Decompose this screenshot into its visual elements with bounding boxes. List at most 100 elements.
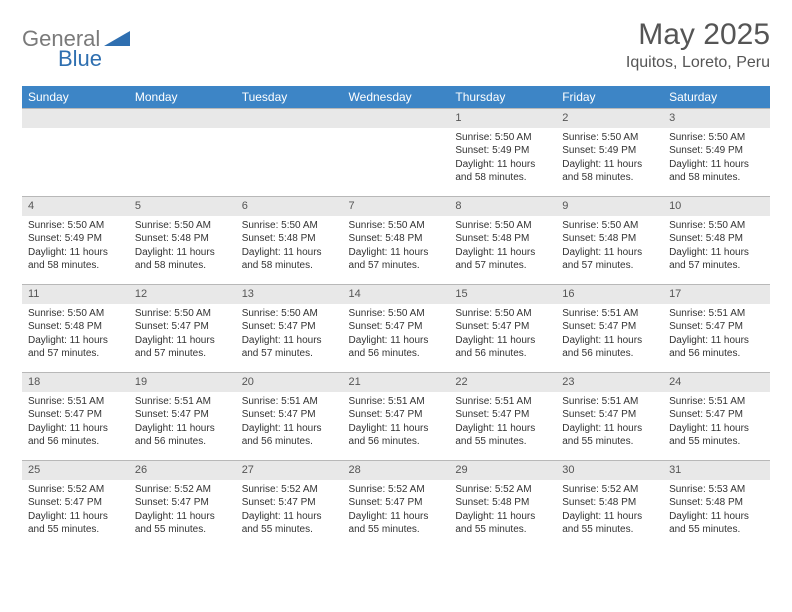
day-body: Sunrise: 5:50 AMSunset: 5:48 PMDaylight:… xyxy=(22,304,129,365)
calendar-cell xyxy=(129,108,236,196)
day-line-ss: Sunset: 5:47 PM xyxy=(28,408,123,422)
day-line-d1: Daylight: 11 hours xyxy=(455,334,550,348)
day-line-d2: and 56 minutes. xyxy=(562,347,657,361)
day-line-ss: Sunset: 5:47 PM xyxy=(242,320,337,334)
day-line-d2: and 56 minutes. xyxy=(669,347,764,361)
day-line-ss: Sunset: 5:48 PM xyxy=(135,232,230,246)
day-line-d1: Daylight: 11 hours xyxy=(349,510,444,524)
day-header: Sunday xyxy=(22,86,129,108)
day-number xyxy=(129,108,236,128)
day-line-d1: Daylight: 11 hours xyxy=(242,422,337,436)
calendar-cell: 5Sunrise: 5:50 AMSunset: 5:48 PMDaylight… xyxy=(129,196,236,284)
day-body xyxy=(236,128,343,188)
day-line-d1: Daylight: 11 hours xyxy=(242,246,337,260)
day-line-sr: Sunrise: 5:50 AM xyxy=(28,307,123,321)
day-number: 17 xyxy=(663,284,770,304)
day-line-sr: Sunrise: 5:50 AM xyxy=(455,219,550,233)
day-line-d2: and 55 minutes. xyxy=(562,523,657,537)
calendar-cell: 17Sunrise: 5:51 AMSunset: 5:47 PMDayligh… xyxy=(663,284,770,372)
day-line-d1: Daylight: 11 hours xyxy=(135,422,230,436)
day-line-ss: Sunset: 5:47 PM xyxy=(135,320,230,334)
day-line-sr: Sunrise: 5:50 AM xyxy=(242,307,337,321)
day-line-ss: Sunset: 5:47 PM xyxy=(242,408,337,422)
day-line-d2: and 58 minutes. xyxy=(669,171,764,185)
day-number: 27 xyxy=(236,460,343,480)
day-body: Sunrise: 5:52 AMSunset: 5:47 PMDaylight:… xyxy=(129,480,236,541)
day-line-ss: Sunset: 5:47 PM xyxy=(455,320,550,334)
calendar-cell xyxy=(343,108,450,196)
day-line-sr: Sunrise: 5:52 AM xyxy=(135,483,230,497)
day-line-ss: Sunset: 5:47 PM xyxy=(562,320,657,334)
day-line-d2: and 56 minutes. xyxy=(349,347,444,361)
day-body: Sunrise: 5:52 AMSunset: 5:47 PMDaylight:… xyxy=(236,480,343,541)
day-line-ss: Sunset: 5:48 PM xyxy=(455,496,550,510)
calendar-cell: 14Sunrise: 5:50 AMSunset: 5:47 PMDayligh… xyxy=(343,284,450,372)
day-line-d1: Daylight: 11 hours xyxy=(28,334,123,348)
day-line-ss: Sunset: 5:48 PM xyxy=(455,232,550,246)
day-body: Sunrise: 5:52 AMSunset: 5:48 PMDaylight:… xyxy=(556,480,663,541)
day-line-ss: Sunset: 5:49 PM xyxy=(669,144,764,158)
day-header: Monday xyxy=(129,86,236,108)
day-line-d2: and 58 minutes. xyxy=(28,259,123,273)
day-line-d1: Daylight: 11 hours xyxy=(135,246,230,260)
day-line-d2: and 55 minutes. xyxy=(28,523,123,537)
logo-word-blue: Blue xyxy=(58,46,130,72)
calendar-cell: 30Sunrise: 5:52 AMSunset: 5:48 PMDayligh… xyxy=(556,460,663,548)
calendar-cell: 27Sunrise: 5:52 AMSunset: 5:47 PMDayligh… xyxy=(236,460,343,548)
day-line-ss: Sunset: 5:49 PM xyxy=(562,144,657,158)
day-line-d1: Daylight: 11 hours xyxy=(349,422,444,436)
day-line-d2: and 57 minutes. xyxy=(669,259,764,273)
day-number xyxy=(236,108,343,128)
day-line-d1: Daylight: 11 hours xyxy=(349,246,444,260)
day-line-d2: and 56 minutes. xyxy=(242,435,337,449)
day-body: Sunrise: 5:50 AMSunset: 5:47 PMDaylight:… xyxy=(343,304,450,365)
day-number: 11 xyxy=(22,284,129,304)
day-line-d1: Daylight: 11 hours xyxy=(669,422,764,436)
day-line-ss: Sunset: 5:47 PM xyxy=(28,496,123,510)
calendar-cell: 22Sunrise: 5:51 AMSunset: 5:47 PMDayligh… xyxy=(449,372,556,460)
day-line-d2: and 56 minutes. xyxy=(28,435,123,449)
day-header: Thursday xyxy=(449,86,556,108)
day-body: Sunrise: 5:51 AMSunset: 5:47 PMDaylight:… xyxy=(556,392,663,453)
day-body: Sunrise: 5:50 AMSunset: 5:49 PMDaylight:… xyxy=(449,128,556,189)
calendar-cell: 7Sunrise: 5:50 AMSunset: 5:48 PMDaylight… xyxy=(343,196,450,284)
day-line-ss: Sunset: 5:49 PM xyxy=(455,144,550,158)
day-line-sr: Sunrise: 5:51 AM xyxy=(562,307,657,321)
day-line-sr: Sunrise: 5:52 AM xyxy=(349,483,444,497)
day-line-d2: and 55 minutes. xyxy=(242,523,337,537)
day-number: 23 xyxy=(556,372,663,392)
day-body: Sunrise: 5:53 AMSunset: 5:48 PMDaylight:… xyxy=(663,480,770,541)
page-subtitle: Iquitos, Loreto, Peru xyxy=(626,54,770,72)
day-line-sr: Sunrise: 5:50 AM xyxy=(242,219,337,233)
day-body: Sunrise: 5:51 AMSunset: 5:47 PMDaylight:… xyxy=(556,304,663,365)
day-line-ss: Sunset: 5:47 PM xyxy=(349,408,444,422)
day-line-sr: Sunrise: 5:50 AM xyxy=(135,219,230,233)
day-body: Sunrise: 5:51 AMSunset: 5:47 PMDaylight:… xyxy=(663,392,770,453)
day-line-sr: Sunrise: 5:50 AM xyxy=(669,219,764,233)
day-number: 26 xyxy=(129,460,236,480)
day-line-sr: Sunrise: 5:53 AM xyxy=(669,483,764,497)
day-number: 4 xyxy=(22,196,129,216)
day-line-ss: Sunset: 5:48 PM xyxy=(669,232,764,246)
day-line-d2: and 57 minutes. xyxy=(242,347,337,361)
day-line-d1: Daylight: 11 hours xyxy=(242,510,337,524)
day-number: 24 xyxy=(663,372,770,392)
day-line-d1: Daylight: 11 hours xyxy=(135,334,230,348)
day-line-sr: Sunrise: 5:50 AM xyxy=(455,131,550,145)
day-line-sr: Sunrise: 5:51 AM xyxy=(669,395,764,409)
day-line-d1: Daylight: 11 hours xyxy=(135,510,230,524)
calendar-cell: 25Sunrise: 5:52 AMSunset: 5:47 PMDayligh… xyxy=(22,460,129,548)
day-line-d2: and 55 minutes. xyxy=(349,523,444,537)
day-body: Sunrise: 5:50 AMSunset: 5:48 PMDaylight:… xyxy=(343,216,450,277)
day-body: Sunrise: 5:52 AMSunset: 5:47 PMDaylight:… xyxy=(22,480,129,541)
day-line-sr: Sunrise: 5:50 AM xyxy=(135,307,230,321)
day-line-ss: Sunset: 5:48 PM xyxy=(28,320,123,334)
calendar-cell: 12Sunrise: 5:50 AMSunset: 5:47 PMDayligh… xyxy=(129,284,236,372)
day-line-sr: Sunrise: 5:52 AM xyxy=(28,483,123,497)
day-line-d1: Daylight: 11 hours xyxy=(669,158,764,172)
day-line-sr: Sunrise: 5:51 AM xyxy=(242,395,337,409)
day-number: 20 xyxy=(236,372,343,392)
day-header: Saturday xyxy=(663,86,770,108)
calendar-cell: 31Sunrise: 5:53 AMSunset: 5:48 PMDayligh… xyxy=(663,460,770,548)
day-body xyxy=(129,128,236,188)
